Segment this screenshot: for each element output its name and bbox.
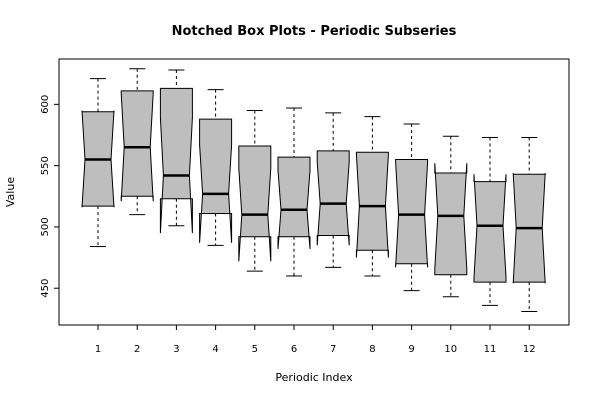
box-group-3	[159, 69, 193, 234]
box-group-7	[316, 112, 350, 268]
x-tick-label-6: 6	[291, 344, 297, 355]
box-group-9	[395, 123, 429, 292]
y-tick-label-500: 500	[40, 217, 51, 236]
boxes-layer	[81, 68, 546, 313]
box-group-10	[434, 135, 468, 298]
chart-title: Notched Box Plots - Periodic Subseries	[172, 24, 457, 39]
box-group-8	[355, 116, 389, 277]
x-tick-label-1: 1	[95, 344, 101, 355]
box-group-1	[81, 78, 115, 248]
box-group-6	[277, 107, 311, 277]
x-tick-label-7: 7	[330, 344, 336, 355]
y-tick-label-450: 450	[40, 279, 51, 298]
box-group-2	[120, 68, 154, 216]
x-tick-label-8: 8	[369, 344, 375, 355]
box-4	[199, 118, 233, 243]
box-group-12	[512, 136, 546, 313]
box-6	[277, 156, 311, 250]
x-axis: 1 2 3 4 5 6 7 8 9 10 11 12	[95, 324, 536, 355]
box-group-4	[199, 89, 233, 246]
x-tick-label-12: 12	[523, 344, 536, 355]
x-tick-label-10: 10	[444, 344, 457, 355]
x-tick-label-3: 3	[173, 344, 179, 355]
x-tick-label-9: 9	[408, 344, 414, 355]
box-group-5	[238, 109, 272, 272]
y-tick-label-550: 550	[40, 156, 51, 175]
y-axis-label: Value	[4, 177, 17, 207]
box-5	[238, 145, 272, 262]
y-axis: 450 500 550 600	[40, 95, 60, 298]
x-tick-label-2: 2	[134, 344, 140, 355]
x-axis-label: Periodic Index	[275, 371, 353, 384]
x-tick-label-5: 5	[252, 344, 258, 355]
box-group-11	[473, 136, 507, 306]
box-11	[473, 174, 507, 283]
x-tick-label-4: 4	[212, 344, 218, 355]
box-7	[316, 150, 350, 246]
box-3	[159, 87, 193, 234]
y-tick-label-600: 600	[40, 95, 51, 114]
box-10	[434, 163, 468, 276]
x-tick-label-11: 11	[484, 344, 497, 355]
